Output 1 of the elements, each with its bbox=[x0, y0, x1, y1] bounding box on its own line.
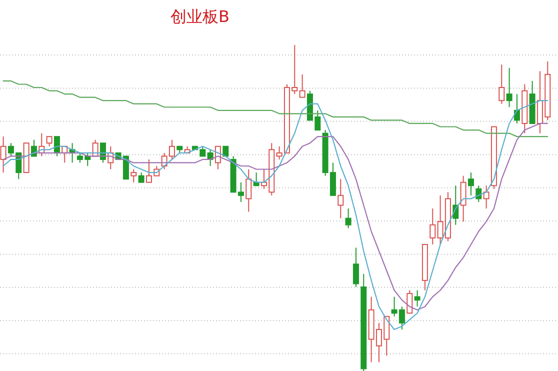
chart-title: 创业板B bbox=[170, 7, 230, 26]
